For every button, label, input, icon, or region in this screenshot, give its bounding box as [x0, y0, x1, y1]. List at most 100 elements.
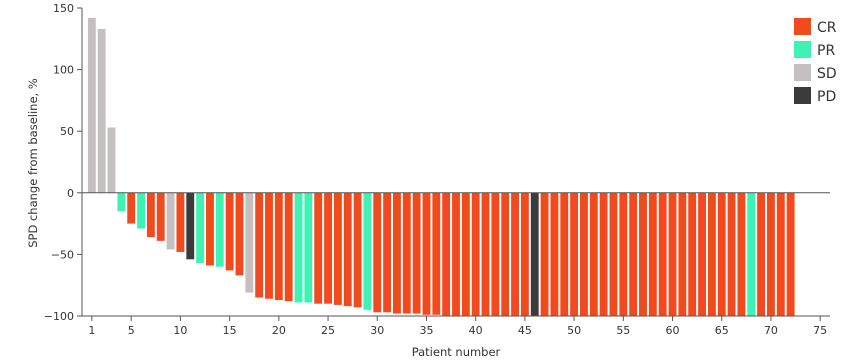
- bar-patient-34: [412, 192, 421, 314]
- bar-patient-28: [353, 192, 362, 308]
- y-tick-label: 150: [53, 2, 74, 15]
- bar-patient-45: [520, 192, 529, 316]
- bar-patient-6: [137, 192, 145, 229]
- bar-patient-52: [589, 192, 598, 316]
- bar-patient-72: [786, 192, 795, 316]
- legend-swatch-cr: [794, 18, 811, 35]
- bar-patient-23: [304, 192, 313, 303]
- bar-patient-42: [491, 192, 500, 316]
- bar-patient-37: [442, 192, 451, 316]
- bar-patient-20: [274, 192, 283, 300]
- bar-patient-64: [707, 192, 716, 316]
- bar-patient-41: [481, 192, 490, 316]
- x-tick-label: 15: [223, 324, 237, 337]
- bar-patient-49: [560, 192, 569, 316]
- bar-patient-29: [363, 192, 372, 310]
- bar-patient-43: [501, 192, 510, 316]
- x-tick-label: 65: [715, 324, 729, 337]
- bar-patient-57: [639, 192, 647, 316]
- x-tick-label: 75: [813, 324, 827, 337]
- bar-patient-31: [383, 192, 392, 313]
- bar-patient-7: [146, 192, 155, 238]
- bar-patient-58: [648, 192, 657, 316]
- x-tick-label: 5: [128, 324, 135, 337]
- legend-label-pr: PR: [817, 43, 835, 59]
- legend-label-sd: SD: [817, 66, 837, 82]
- bar-patient-54: [609, 192, 618, 316]
- legend-swatch-pr: [794, 41, 811, 58]
- bar-patient-13: [206, 192, 214, 266]
- bar-patient-35: [422, 192, 431, 315]
- y-tick-label: −100: [44, 310, 74, 323]
- bar-patient-3: [107, 127, 116, 193]
- bar-patient-70: [767, 192, 775, 316]
- bar-patient-36: [432, 192, 441, 315]
- bar-patient-66: [727, 192, 736, 316]
- x-tick-label: 20: [272, 324, 286, 337]
- x-tick-label: 45: [518, 324, 532, 337]
- y-tick-label: 100: [53, 64, 74, 77]
- bar-patient-56: [629, 192, 638, 316]
- x-tick-label: 70: [764, 324, 778, 337]
- x-tick-label: 60: [666, 324, 680, 337]
- bar-patient-38: [452, 192, 460, 316]
- legend-swatch-sd: [794, 64, 811, 81]
- bar-patient-67: [737, 192, 746, 316]
- legend: CR PR SD PD: [794, 18, 837, 105]
- x-tick-label: 10: [173, 324, 187, 337]
- bar-patient-50: [570, 192, 579, 316]
- bar-patient-9: [166, 192, 175, 250]
- x-tick-label: 55: [616, 324, 630, 337]
- x-tick-label: 35: [419, 324, 433, 337]
- bar-patient-30: [373, 192, 382, 313]
- x-axis-title: Patient number: [412, 345, 501, 359]
- bar-patient-5: [127, 192, 136, 224]
- bar-patient-32: [393, 192, 401, 314]
- bar-patient-1: [87, 17, 96, 193]
- bar-patient-22: [294, 192, 303, 303]
- legend-label-cr: CR: [817, 20, 837, 36]
- bar-patient-11: [186, 192, 195, 260]
- bar-patient-71: [776, 192, 785, 316]
- bar-patient-51: [580, 192, 588, 316]
- bar-patient-55: [619, 192, 628, 316]
- bar-patient-53: [599, 192, 608, 316]
- bar-patient-19: [265, 192, 273, 299]
- y-tick-label: 50: [60, 125, 74, 138]
- x-tick-label: 30: [370, 324, 384, 337]
- bar-patient-14: [215, 192, 224, 267]
- bar-patient-18: [255, 192, 264, 298]
- bar-patient-69: [757, 192, 766, 316]
- bars-group: [87, 17, 795, 316]
- bar-patient-10: [176, 192, 185, 252]
- x-tick-label: 40: [469, 324, 483, 337]
- bar-patient-46: [530, 192, 539, 316]
- bar-patient-65: [717, 192, 726, 316]
- bar-patient-39: [461, 192, 470, 316]
- bar-patient-21: [284, 192, 293, 302]
- y-axis-title: SPD change from baseline, %: [26, 78, 40, 248]
- bar-patient-24: [314, 192, 323, 304]
- x-tick-label: 25: [321, 324, 335, 337]
- y-tick-label: 0: [67, 187, 74, 200]
- bar-patient-44: [511, 192, 519, 316]
- bar-patient-47: [540, 192, 549, 316]
- bar-patient-60: [668, 192, 677, 316]
- bar-patient-26: [333, 192, 342, 305]
- legend-label-pd: PD: [817, 89, 836, 105]
- bar-patient-12: [196, 192, 205, 264]
- bar-patient-2: [97, 28, 106, 193]
- bar-patient-61: [678, 192, 687, 316]
- bar-patient-25: [324, 192, 332, 304]
- x-tick-label: 50: [567, 324, 581, 337]
- bar-patient-17: [245, 192, 254, 293]
- x-tick-label: 1: [88, 324, 95, 337]
- bar-patient-59: [658, 192, 667, 316]
- bar-patient-8: [156, 192, 165, 241]
- bar-patient-62: [688, 192, 697, 316]
- bar-patient-15: [225, 192, 234, 271]
- bar-patient-16: [235, 192, 244, 276]
- legend-swatch-pd: [794, 87, 811, 104]
